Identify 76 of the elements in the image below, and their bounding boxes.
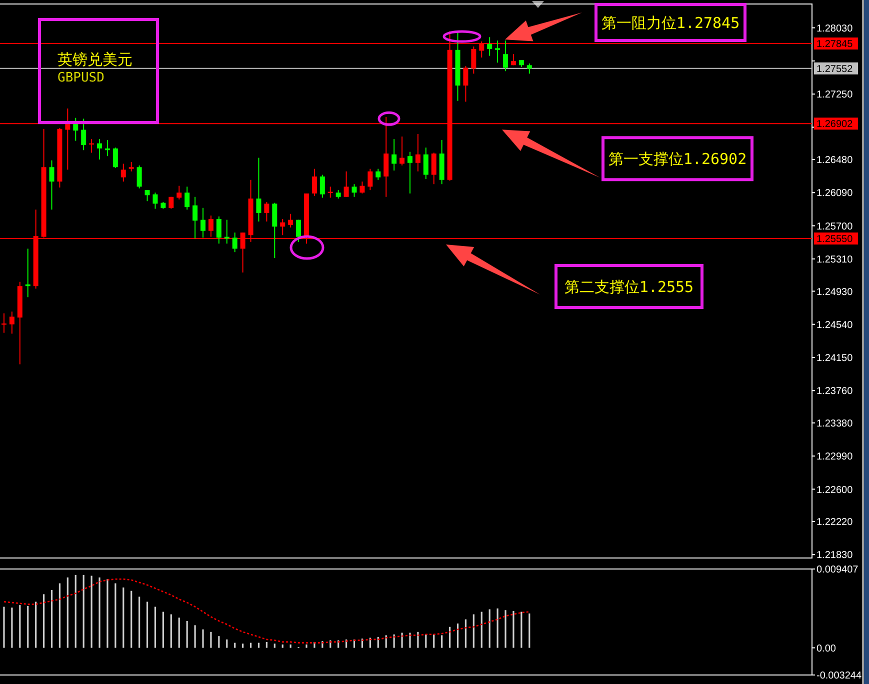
annotation: 第二支撑位1.2555 — [564, 278, 694, 296]
y-tick-label: 0.009407 — [816, 564, 859, 576]
candlestick — [256, 157, 262, 222]
candlestick — [97, 138, 102, 160]
ref-line-label: 1.26902 — [816, 119, 854, 130]
annotation: 第一阻力位1.27845 — [601, 14, 740, 32]
candlestick — [272, 202, 278, 259]
y-tick-label: 1.24540 — [816, 320, 854, 331]
candlestick — [184, 186, 190, 210]
ref-line: 1.25550 — [0, 232, 858, 246]
y-tick-label: 1.21830 — [816, 550, 854, 562]
candlestick — [526, 62, 532, 74]
candlestick — [81, 118, 86, 151]
candlestick — [136, 164, 142, 189]
candlestick — [152, 192, 158, 210]
y-tick-label: 1.23380 — [816, 418, 854, 430]
candlestick — [360, 181, 365, 194]
candlestick — [176, 185, 182, 200]
candlestick — [423, 147, 428, 180]
candlestick — [49, 160, 54, 210]
candlestick — [240, 232, 246, 274]
candlestick — [376, 168, 381, 180]
candlestick — [384, 116, 389, 198]
candlestick — [120, 163, 126, 182]
y-tick-label: 1.25310 — [816, 254, 854, 266]
candlestick — [216, 216, 222, 244]
candlestick — [192, 196, 198, 240]
y-tick-label: 1.23760 — [816, 386, 854, 398]
y-tick-label: 1.24150 — [816, 353, 854, 364]
y-tick-label: 1.28030 — [816, 23, 854, 34]
y-tick-label: 1.26090 — [816, 188, 854, 200]
ref-line: 1.26902 — [0, 118, 858, 130]
y-tick-label: -0.003244 — [816, 670, 862, 682]
candlestick — [112, 147, 118, 168]
candlestick — [200, 207, 206, 238]
candlestick — [463, 66, 468, 102]
ref-line: 1.27845 — [0, 38, 858, 50]
ref-line-label: 1.25550 — [816, 234, 854, 246]
candlestick — [280, 218, 286, 236]
candlestick — [232, 232, 238, 253]
y-tick-label: 1.24930 — [816, 286, 854, 298]
line-series — [3, 578, 530, 644]
candlestick — [264, 201, 270, 222]
ref-line-label: 1.27552 — [816, 64, 854, 76]
candlestick — [407, 151, 412, 194]
y-tick-label: 1.22990 — [816, 452, 854, 463]
candlestick — [352, 184, 357, 198]
annotation: 第一阻力位1.27845 — [594, 3, 746, 42]
candlestick — [415, 134, 420, 172]
candlestick — [495, 40, 500, 64]
y-tick-label: 1.22220 — [816, 517, 854, 528]
candlestick — [344, 170, 349, 198]
candlestick — [487, 36, 492, 56]
candlestick — [400, 136, 405, 166]
candlestick — [208, 215, 214, 238]
y-tick-label: 0.00 — [816, 643, 836, 654]
candlestick — [9, 311, 14, 334]
annotation: 第二支撑位1.2555 — [554, 264, 704, 310]
annotation: 第一支撑位1.26902 — [608, 150, 747, 168]
annotation: 第一支撑位1.26902 — [602, 136, 754, 182]
candlestick — [479, 40, 484, 58]
candlestick — [288, 213, 294, 228]
candlestick — [392, 138, 397, 172]
ref-line-label: 1.27845 — [816, 39, 854, 50]
candlestick — [144, 190, 150, 202]
candlestick — [471, 46, 476, 74]
y-tick-label: 1.25700 — [816, 221, 854, 232]
candlestick — [320, 174, 325, 198]
y-tick-label: 1.27250 — [816, 90, 854, 101]
candlestick — [431, 152, 436, 185]
y-tick-label: 1.26480 — [816, 155, 854, 166]
candlestick — [312, 168, 317, 197]
candlestick — [503, 40, 508, 72]
y-tick-label: 1.22600 — [816, 484, 854, 496]
candlestick — [368, 168, 373, 191]
candlestick — [128, 162, 134, 172]
